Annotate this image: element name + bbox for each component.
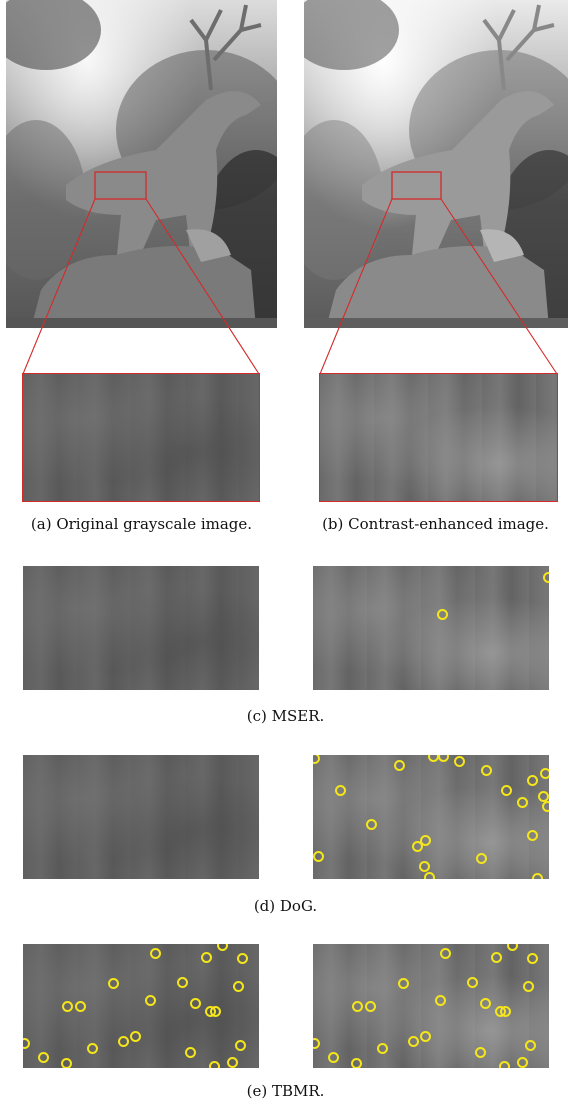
- keypoint: [438, 755, 449, 762]
- original-zoom-patch: [22, 373, 260, 502]
- keypoint: [377, 1043, 388, 1054]
- keypoint: [38, 1052, 49, 1063]
- keypoint: [328, 1052, 339, 1063]
- keypoint: [435, 995, 446, 1006]
- keypoint: [532, 873, 543, 879]
- keypoint: [500, 1006, 511, 1017]
- keypoint: [150, 948, 161, 959]
- keypoint: [454, 756, 465, 767]
- keypoint: [394, 760, 405, 771]
- tbmr-original-patch: [23, 944, 259, 1068]
- keypoint: [227, 1057, 238, 1068]
- keypoint: [523, 981, 534, 992]
- enhanced-zoom-patch: [319, 373, 558, 502]
- keypoint: [525, 1040, 536, 1051]
- keypoint: [365, 1001, 376, 1012]
- keypoint: [130, 1031, 141, 1042]
- keypoint: [527, 953, 538, 964]
- caption-d: (d) DoG.: [253, 897, 318, 915]
- keypoint: [527, 775, 538, 786]
- zoom-region-box: [94, 171, 147, 200]
- keypoint: [491, 952, 502, 963]
- keypoint: [209, 1061, 220, 1068]
- keypoint: [476, 853, 487, 864]
- statue-silhouette-enhanced: [304, 0, 568, 328]
- keypoint: [499, 1061, 510, 1068]
- keypoint: [398, 978, 409, 989]
- tbmr-enhanced-patch: [313, 944, 549, 1068]
- keypoint: [527, 830, 538, 841]
- caption-b: (b) Contrast-enhanced image.: [322, 515, 549, 533]
- enhanced-statue-photo: [304, 0, 568, 328]
- keypoint: [440, 948, 451, 959]
- keypoint: [419, 861, 430, 872]
- keypoint: [366, 819, 377, 830]
- keypoint: [543, 572, 549, 583]
- keypoint: [507, 944, 518, 951]
- dog-enhanced-patch: [313, 755, 549, 879]
- dog-original-patch: [23, 755, 259, 879]
- caption-e: (e) TBMR.: [246, 1082, 325, 1100]
- keypoint: [313, 1038, 320, 1049]
- keypoint: [467, 977, 478, 988]
- keypoint: [237, 953, 248, 964]
- keypoint: [475, 1047, 486, 1058]
- keypoint: [352, 1001, 363, 1012]
- keypoint: [185, 1047, 196, 1058]
- statue-silhouette: [6, 0, 277, 328]
- keypoint: [540, 768, 549, 779]
- original-statue-photo: [6, 0, 277, 328]
- keypoint: [481, 765, 492, 776]
- keypoint: [62, 1001, 73, 1012]
- keypoint: [210, 1006, 221, 1017]
- keypoint: [201, 952, 212, 963]
- keypoint: [75, 1001, 86, 1012]
- keypoint: [412, 841, 423, 852]
- keypoint: [480, 998, 491, 1009]
- mser-enhanced-patch: [313, 566, 549, 690]
- mser-original-patch: [23, 566, 259, 690]
- keypoint: [313, 851, 324, 862]
- keypoint: [517, 797, 528, 808]
- keypoint: [177, 977, 188, 988]
- keypoint: [542, 801, 549, 812]
- keypoint: [87, 1043, 98, 1054]
- keypoint: [420, 835, 431, 846]
- keypoint: [217, 944, 228, 951]
- keypoint: [420, 1031, 431, 1042]
- keypoint: [501, 785, 512, 796]
- keypoint: [190, 998, 201, 1009]
- keypoint: [235, 1040, 246, 1051]
- keypoint: [313, 755, 320, 764]
- keypoint: [108, 978, 119, 989]
- keypoint: [23, 1038, 30, 1049]
- caption-c: (c) MSER.: [246, 707, 325, 725]
- keypoint: [424, 872, 435, 879]
- keypoint: [517, 1057, 528, 1068]
- zoom-connector-lines: [22, 198, 558, 375]
- keypoint: [61, 1058, 72, 1068]
- keypoint: [145, 995, 156, 1006]
- keypoint: [437, 609, 448, 620]
- zoom-region-box: [391, 171, 442, 200]
- keypoint: [351, 1058, 362, 1068]
- keypoint: [335, 785, 346, 796]
- keypoint: [408, 1036, 419, 1047]
- keypoint: [233, 981, 244, 992]
- caption-a: (a) Original grayscale image.: [30, 515, 253, 533]
- keypoint: [118, 1036, 129, 1047]
